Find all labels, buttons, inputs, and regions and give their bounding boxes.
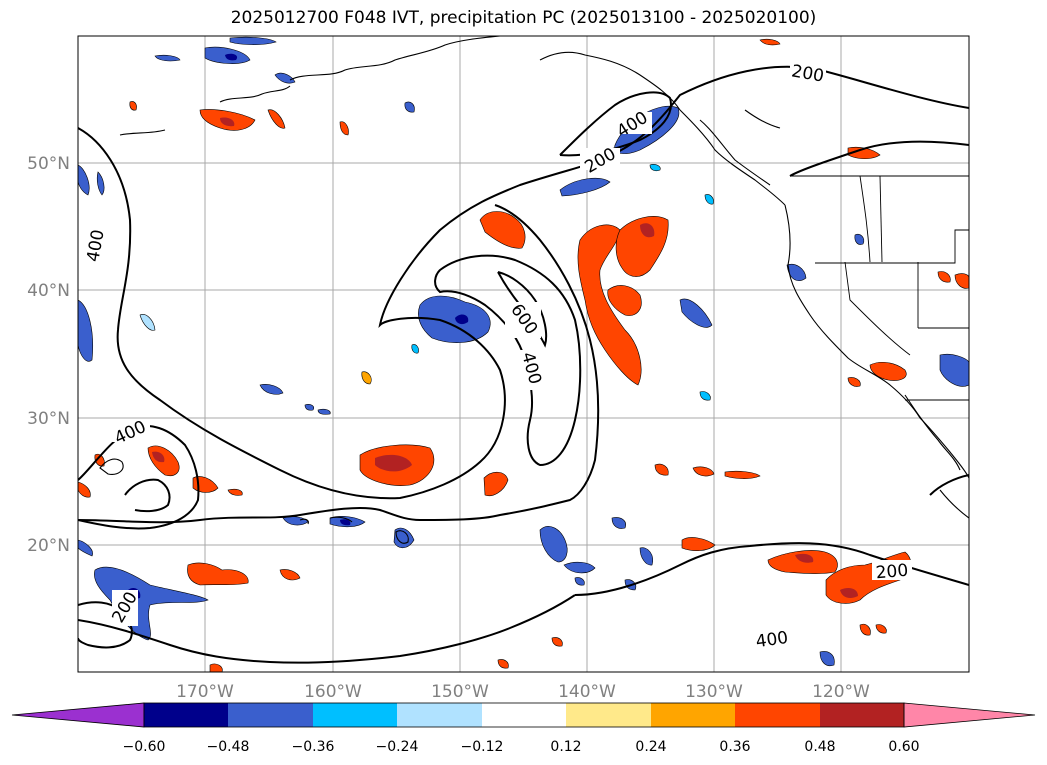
lon-label: 120°W — [812, 682, 870, 702]
contour-label: 200 — [875, 561, 909, 584]
colorbar-segment — [313, 703, 397, 727]
lat-label: 50°N — [27, 154, 70, 174]
colorbar-label: −0.60 — [123, 739, 166, 755]
lat-label: 30°N — [27, 409, 70, 429]
coastlines — [99, 36, 969, 544]
lon-label: 140°W — [558, 682, 616, 702]
colorbar-segment — [651, 703, 735, 727]
colorbar-segment — [144, 703, 228, 727]
colorbar-label: −0.48 — [207, 739, 250, 755]
colorbar-segment — [566, 703, 651, 727]
colorbar-extend-left — [11, 702, 145, 728]
lat-label: 20°N — [27, 536, 70, 556]
political-borders — [790, 175, 969, 401]
contour-label: 400 — [755, 628, 790, 652]
lon-label: 130°W — [685, 682, 743, 702]
map-frame — [77, 35, 970, 673]
colorbar-extend-right — [903, 702, 1036, 728]
colorbar: −0.60 −0.48 −0.36 −0.24 −0.12 0.12 0.24 … — [11, 702, 1036, 755]
contour-label-group: 200 400 200 400 600 400 400 200 200 400 — [83, 61, 912, 652]
colorbar-label: 0.48 — [804, 739, 835, 755]
colorbar-label: 0.24 — [635, 739, 666, 755]
lat-label: 40°N — [27, 281, 70, 301]
colorbar-segment — [397, 703, 482, 727]
lon-label: 150°W — [431, 682, 489, 702]
colorbar-segment — [735, 703, 820, 727]
positive-anomaly-areas — [78, 38, 969, 672]
lon-label: 170°W — [176, 682, 234, 702]
colorbar-label: 0.60 — [888, 739, 919, 755]
colorbar-label: −0.12 — [461, 739, 504, 755]
colorbar-segment — [482, 703, 566, 727]
colorbar-label: 0.36 — [719, 739, 750, 755]
colorbar-label: −0.36 — [292, 739, 335, 755]
colorbar-label: −0.24 — [376, 739, 419, 755]
colorbar-segment — [228, 703, 313, 727]
colorbar-segment — [820, 703, 904, 727]
colorbar-label: 0.12 — [550, 739, 581, 755]
lon-label: 160°W — [304, 682, 362, 702]
map-title: 2025012700 F048 IVT, precipitation PC (2… — [230, 8, 817, 28]
